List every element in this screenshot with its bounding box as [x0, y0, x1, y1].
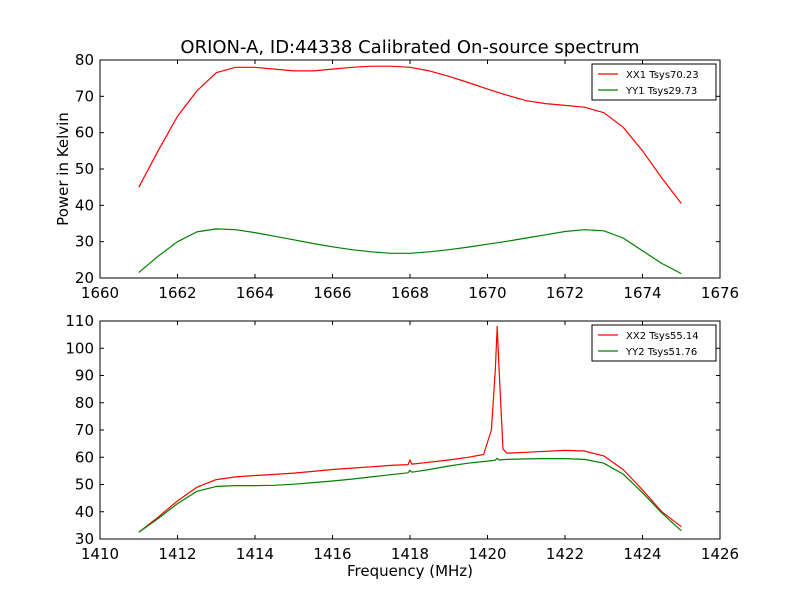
- plot1-y-tick-label: 40: [75, 196, 94, 214]
- plot1-y-tick-label: 80: [75, 51, 94, 69]
- plot1-y-tick-label: 50: [75, 160, 94, 178]
- plot2-x-tick-label: 1422: [546, 545, 584, 563]
- plot2-x-tick-label: 1410: [81, 545, 119, 563]
- plot2-y-tick-label: 60: [75, 448, 94, 466]
- plot2-series-line-2: [138, 457, 682, 533]
- plot2-x-tick-label: 1418: [391, 545, 429, 563]
- plot1-x-tick-label: 1666: [313, 284, 351, 302]
- plot1-legend-label-2: YY1 Tsys29.73: [625, 86, 697, 97]
- plot2-x-tick-label: 1414: [236, 545, 274, 563]
- plot2-legend-label-1: XX2 Tsys55.14: [626, 331, 699, 342]
- plot1-y-tick-label: 60: [75, 124, 94, 142]
- plot2-x-tick-label: 1420: [468, 545, 506, 563]
- plot2-x-tick-label: 1416: [313, 545, 351, 563]
- plot1-x-tick-label: 1668: [391, 284, 429, 302]
- plot2-y-tick-label: 70: [75, 421, 94, 439]
- plot1-x-tick-label: 1676: [701, 284, 739, 302]
- plot1-x-tick-label: 1674: [623, 284, 661, 302]
- plot2-x-axis-label: Frequency (MHz): [347, 562, 473, 580]
- plot2-series-line-1: [138, 325, 682, 533]
- plot2-y-tick-label: 100: [65, 339, 94, 357]
- plot2-x-tick-label: 1412: [158, 545, 196, 563]
- plot1-y-axis-label: Power in Kelvin: [54, 112, 72, 226]
- plot1-series-line-1: [138, 65, 682, 204]
- plot2-y-tick-label: 80: [75, 394, 94, 412]
- chart-title: ORION-A, ID:44338 Calibrated On-source s…: [180, 37, 639, 58]
- plot1-y-tick-label: 20: [75, 269, 94, 287]
- plot1-legend-label-1: XX1 Tsys70.23: [626, 70, 699, 81]
- plot2-y-tick-label: 90: [75, 367, 94, 385]
- plot1-x-tick-label: 1662: [158, 284, 196, 302]
- plot1-y-tick-label: 30: [75, 233, 94, 251]
- plot1-series-line-2: [138, 228, 682, 275]
- plot1-x-tick-label: 1672: [546, 284, 584, 302]
- plot2-x-tick-label: 1426: [701, 545, 739, 563]
- plot1-y-tick-label: 70: [75, 87, 94, 105]
- plot2-y-tick-label: 50: [75, 476, 94, 494]
- plot2-y-tick-label: 40: [75, 503, 94, 521]
- plot1-x-tick-label: 1670: [468, 284, 506, 302]
- plot2-x-tick-label: 1424: [623, 545, 661, 563]
- plot2-legend-label-2: YY2 Tsys51.76: [625, 347, 697, 358]
- plot2-legend-box: [591, 324, 717, 362]
- plot1-x-tick-label: 1660: [81, 284, 119, 302]
- plot2-y-tick-label: 30: [75, 530, 94, 548]
- plot1-x-tick-label: 1664: [236, 284, 274, 302]
- plot1-legend-box: [591, 63, 717, 101]
- plot2-y-tick-label: 110: [65, 312, 94, 330]
